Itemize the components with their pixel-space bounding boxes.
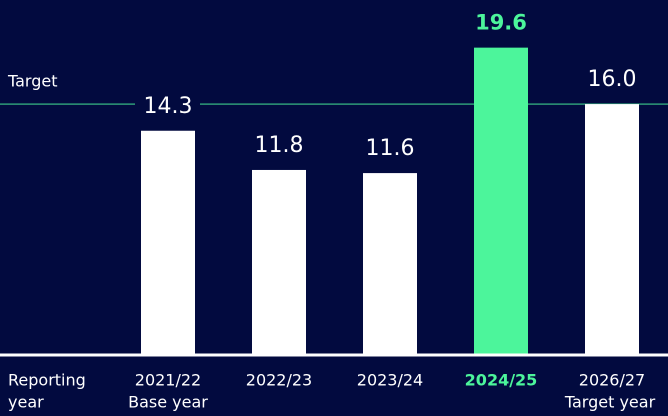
x-tick-label: 2021/22 [135,371,201,390]
bar [474,47,528,356]
x-tick-label: 2022/23 [246,371,312,390]
bar [363,173,417,355]
bar [252,169,306,355]
x-tick-sublabel: Base year [128,393,208,412]
x-axis-label: year [8,393,44,412]
x-tick-label: 2026/27 [579,371,645,390]
value-label: 11.8 [255,133,304,158]
x-tick-label: 2024/25 [465,371,538,390]
x-tick-sublabel: Target year [564,393,656,412]
value-label: 16.0 [588,67,637,92]
bar [585,104,639,355]
value-label: 14.3 [144,94,193,119]
x-tick-label: 2023/24 [357,371,423,390]
value-label: 19.6 [475,11,527,35]
target-label: Target [7,72,58,91]
bar [141,130,195,355]
x-axis-label: Reporting [8,371,86,390]
value-label: 11.6 [366,136,415,161]
